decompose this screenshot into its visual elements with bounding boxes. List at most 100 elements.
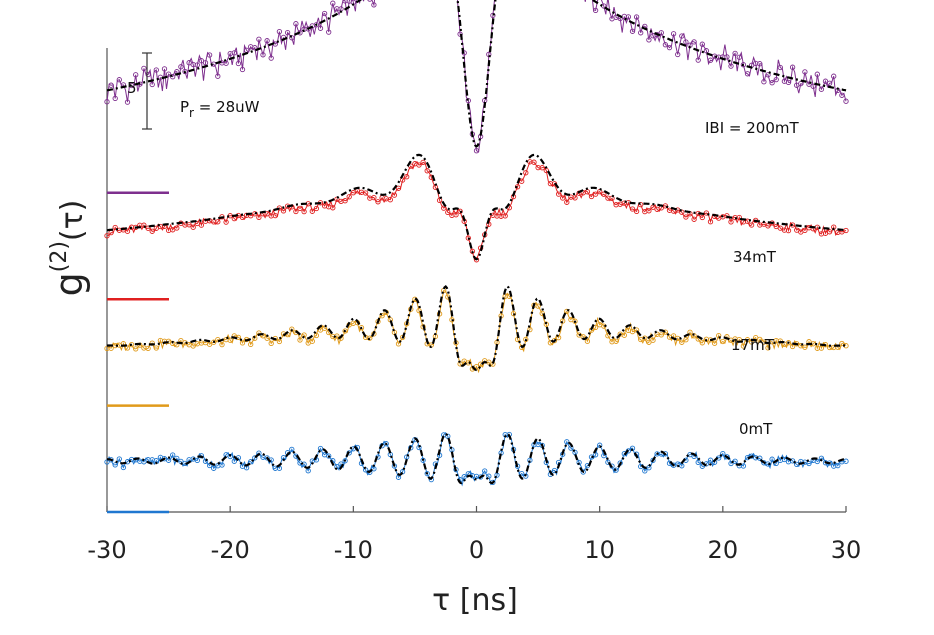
data-point [785,340,792,346]
data-point [769,80,775,86]
data-point [342,458,348,464]
data-point [560,195,566,201]
data-point [592,7,599,14]
data-point [416,307,422,314]
data-point [662,42,669,48]
data-point [108,82,114,88]
x-tick-label: 10 [584,536,615,564]
data-point [395,185,402,191]
data-line-17mT [106,289,847,374]
data-point [297,337,303,343]
x-tick-label: -10 [334,536,373,564]
data-point [465,97,471,104]
data-point [313,332,320,339]
data-point [724,54,730,60]
data-point [256,36,262,42]
data-point [757,61,763,67]
data-point [691,216,697,222]
data-point [293,208,299,215]
data-point [416,444,422,451]
data-point [215,73,221,79]
series-17mT [104,285,849,374]
y-axis-title: g(2)(τ) [47,200,91,297]
series-0mT [104,431,849,487]
data-point [219,462,225,468]
data-point [264,211,270,217]
data-point [313,205,320,212]
data-point [531,159,537,165]
data-point [309,208,315,214]
data-point [592,191,599,197]
data-point [219,341,225,348]
data-point [629,206,636,212]
data-point [646,37,652,43]
data-point [371,194,377,201]
data-point [601,452,607,459]
y-axis-title-sup: (2) [47,241,72,272]
data-point [211,339,217,345]
data-point [120,464,127,471]
data-point [153,345,159,351]
power-label-main: P [180,98,189,116]
y-axis-title-main: g [47,272,91,296]
data-point [194,62,200,68]
data-point [215,219,221,225]
data-point [662,329,669,335]
data-point [658,332,664,338]
data-point [740,343,747,349]
data-point [625,14,632,20]
data-point [555,191,562,197]
data-point [128,341,135,348]
data-point [826,80,833,86]
data-point [326,453,332,459]
data-line-200mT [106,0,847,153]
data-point [104,233,110,239]
data-point [449,317,455,323]
data-point [802,344,808,350]
data-point [720,338,726,345]
data-point [436,197,443,204]
data-point [301,208,307,215]
data-point [613,338,619,344]
data-point [391,192,398,198]
data-point [646,208,652,214]
data-point [650,337,656,343]
data-point [408,445,414,451]
data-point [252,45,258,51]
data-point [473,148,480,154]
data-point [346,194,352,200]
data-point [789,222,796,228]
data-point [272,212,278,219]
x-tick-label: -30 [87,536,126,564]
baseline-markers [107,191,169,514]
data-point [744,337,751,343]
data-point [153,67,159,73]
data-point [794,227,800,233]
data-point [564,199,570,205]
data-point [420,159,426,166]
data-point [683,39,689,45]
data-point [252,455,258,461]
data-point [621,332,627,338]
data-point [523,473,529,479]
data-point [248,341,254,348]
data-point [202,458,209,464]
x-tick-label: 20 [708,536,739,564]
data-point [711,340,718,346]
data-point [564,308,570,315]
data-point [789,64,796,70]
data-point [473,257,480,263]
data-point [814,71,820,77]
x-tick-label: 30 [831,536,862,564]
data-point [679,209,685,215]
data-point [736,54,742,60]
data-point [453,212,459,218]
data-point [239,340,246,346]
data-point [469,248,476,254]
data-point [289,35,295,41]
data-point [638,30,644,36]
data-point [728,460,734,467]
data-point [367,335,373,341]
data-point [170,452,176,458]
